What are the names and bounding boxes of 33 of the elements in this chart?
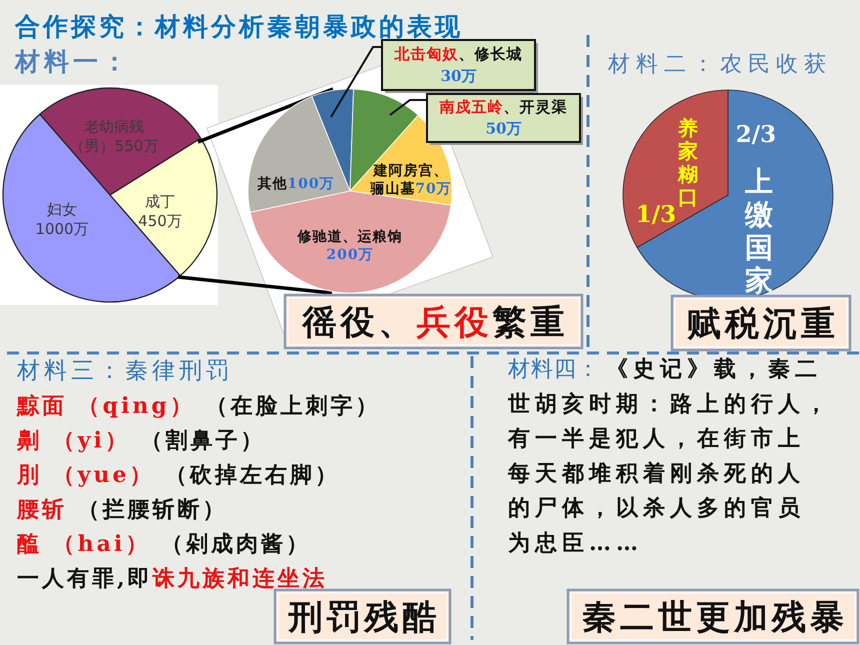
slice-label: 养家糊口 bbox=[677, 116, 698, 209]
data-label: 100万 bbox=[287, 176, 335, 192]
slice-label: 老幼病残（男）550万 bbox=[70, 118, 158, 156]
text: 刑罚残酷 bbox=[288, 598, 440, 638]
text: 一人有罪,即诛九族和连坐法 bbox=[17, 566, 328, 592]
text: 刖 （yue） （砍掉左右脚） bbox=[16, 462, 340, 488]
slice-label: 成丁 bbox=[145, 192, 175, 211]
slice-label: 其他 bbox=[256, 176, 288, 192]
data-label: 70万 bbox=[415, 181, 452, 198]
chart-title: 合作探究：材料分析秦朝暴政的表现 bbox=[14, 12, 463, 41]
text: 醢 （hai） （剁成肉酱） bbox=[17, 531, 311, 557]
data-label: 30万 bbox=[440, 67, 476, 85]
text: 材料三：秦律刑罚 bbox=[16, 358, 233, 384]
data-label: 1/3 bbox=[636, 201, 676, 228]
slice-label: 妇女 bbox=[47, 200, 77, 219]
chart-subtitle: 材料一： bbox=[14, 47, 131, 76]
text: 腰斩 （拦腰斩断） bbox=[16, 496, 228, 522]
slice-label: 上缴国家 bbox=[744, 165, 773, 297]
text: 赋税沉重 bbox=[687, 304, 839, 344]
data-label: 50万 bbox=[486, 119, 522, 138]
text: 秦二世更加残暴 bbox=[582, 598, 848, 638]
data-label: 2/3 bbox=[736, 121, 776, 148]
slice-label: 修驰道、运粮饷 bbox=[296, 228, 402, 245]
text: 材料四： bbox=[507, 357, 600, 382]
data-label: 450万 bbox=[138, 212, 182, 230]
slice-label: 北击匈奴、修长城 bbox=[394, 45, 522, 63]
text: 徭役、兵役繁重 bbox=[302, 302, 568, 343]
text: 劓 （yi） （割鼻子） bbox=[16, 428, 266, 454]
slice-label: 南戍五岭、开灵渠 bbox=[438, 98, 568, 116]
text: 黥面 （qing） （在脸上刺字） bbox=[16, 393, 380, 419]
data-label: 1000万 bbox=[35, 220, 89, 238]
chart-title: 材料二：农民收获 bbox=[607, 52, 832, 77]
data-label: 200万 bbox=[326, 247, 374, 264]
